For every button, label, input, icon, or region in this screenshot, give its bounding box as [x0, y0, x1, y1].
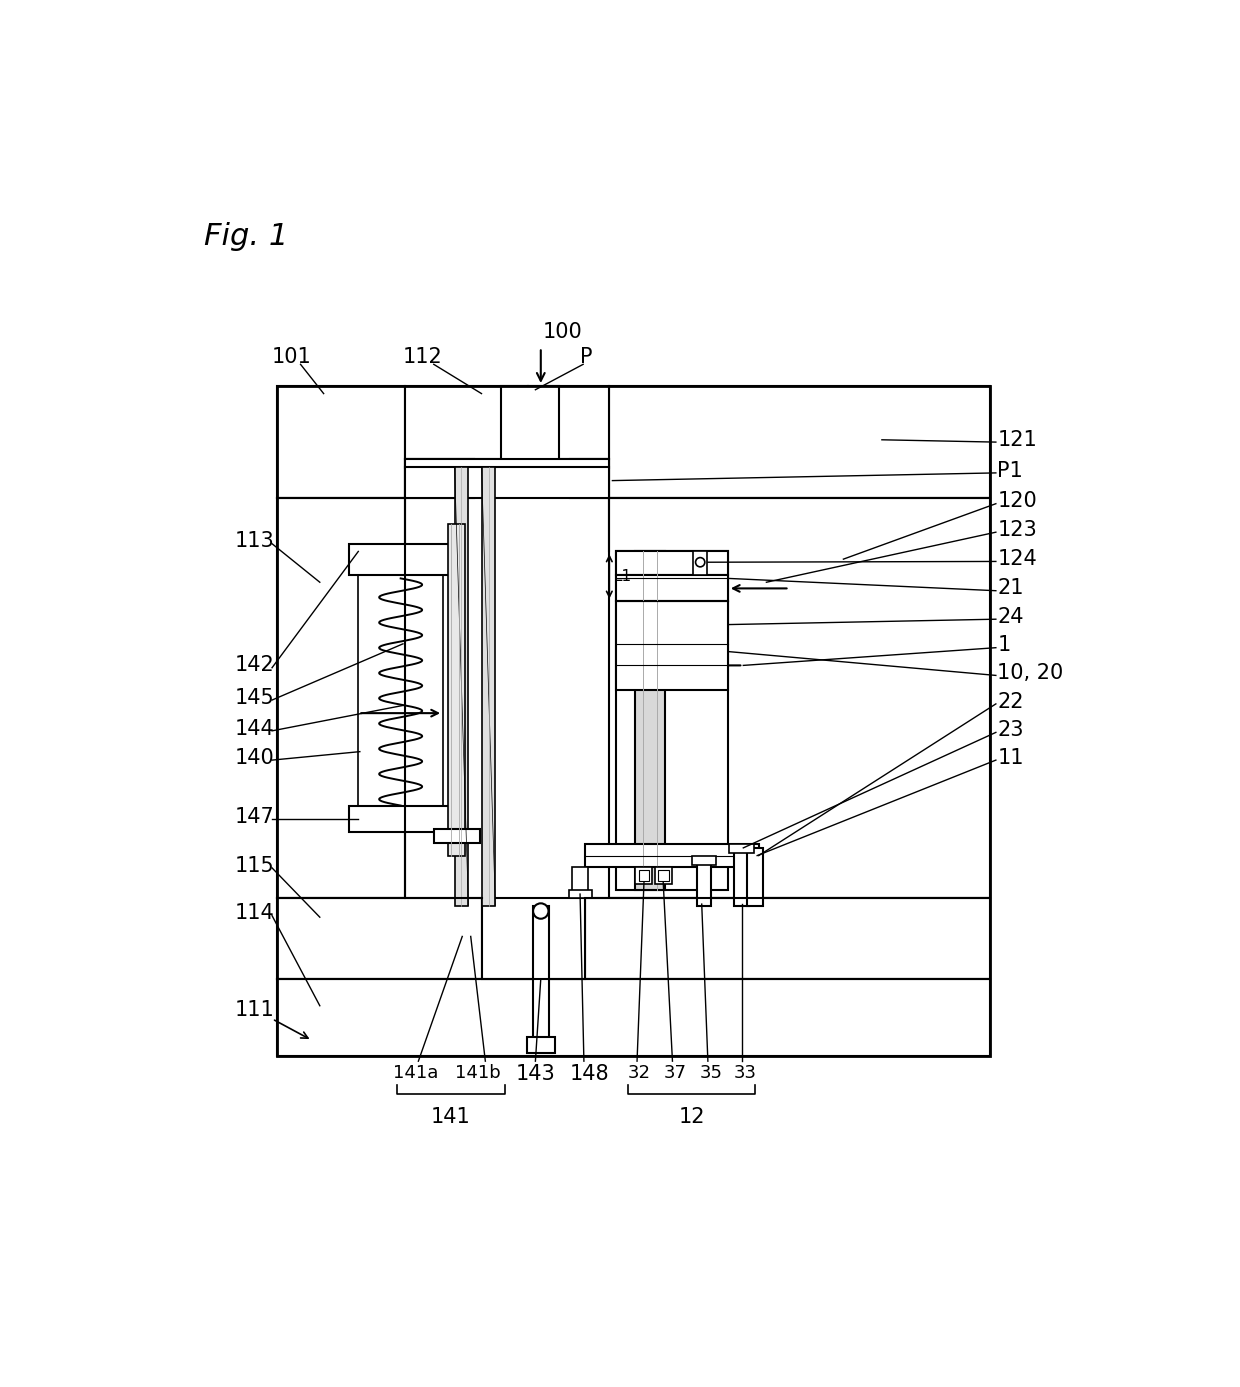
Bar	[481, 467, 495, 906]
Polygon shape	[570, 459, 609, 498]
Bar	[527, 1036, 556, 1054]
Text: 144: 144	[236, 718, 275, 738]
Bar	[693, 552, 707, 574]
Bar	[616, 552, 728, 890]
Bar	[616, 552, 728, 574]
Text: 143: 143	[516, 1064, 556, 1083]
Bar	[481, 897, 585, 979]
Text: P1: P1	[997, 460, 1023, 480]
Bar	[404, 467, 609, 498]
Polygon shape	[278, 498, 404, 897]
Text: 35: 35	[699, 1064, 723, 1082]
Text: 124: 124	[997, 549, 1037, 569]
Text: 113: 113	[236, 531, 275, 552]
Text: 10, 20: 10, 20	[997, 663, 1064, 684]
Bar	[616, 574, 728, 602]
Text: 23: 23	[997, 720, 1024, 741]
Bar	[434, 828, 480, 842]
Bar	[455, 467, 469, 906]
Bar	[568, 890, 591, 897]
Text: Fig. 1: Fig. 1	[205, 222, 289, 251]
Polygon shape	[404, 459, 474, 498]
Polygon shape	[278, 897, 481, 979]
Bar	[350, 544, 453, 574]
Polygon shape	[609, 386, 990, 498]
Text: 141a: 141a	[393, 1064, 439, 1082]
Text: 120: 120	[997, 491, 1037, 512]
Bar	[635, 552, 665, 890]
Text: 11: 11	[997, 748, 1024, 768]
Polygon shape	[404, 386, 528, 459]
Bar	[573, 867, 588, 895]
Text: 142: 142	[236, 656, 275, 675]
Text: 21: 21	[997, 578, 1024, 598]
Bar	[448, 524, 465, 856]
Polygon shape	[609, 498, 990, 897]
Polygon shape	[501, 386, 558, 467]
Text: 22: 22	[997, 692, 1024, 712]
Polygon shape	[585, 897, 990, 979]
Circle shape	[533, 903, 548, 918]
Text: 100: 100	[543, 322, 583, 343]
Bar	[692, 856, 715, 865]
Circle shape	[696, 558, 704, 567]
Text: 37: 37	[665, 1064, 687, 1082]
Bar	[734, 847, 749, 906]
Bar	[655, 867, 672, 884]
Bar	[404, 459, 609, 469]
Bar	[635, 867, 652, 884]
Text: L1: L1	[614, 569, 632, 584]
Text: 123: 123	[997, 520, 1037, 540]
Bar	[697, 860, 711, 906]
Bar	[639, 870, 650, 881]
Text: 141: 141	[430, 1107, 470, 1128]
Polygon shape	[278, 979, 990, 1056]
Bar	[585, 845, 759, 867]
Bar	[748, 847, 763, 906]
Bar	[358, 574, 443, 806]
Text: 101: 101	[272, 347, 311, 368]
Text: 148: 148	[569, 1064, 609, 1083]
Text: 140: 140	[236, 748, 275, 768]
Text: 33: 33	[733, 1064, 756, 1082]
Bar	[658, 870, 668, 881]
Bar	[616, 602, 728, 691]
Text: 147: 147	[236, 807, 275, 827]
Bar	[278, 386, 990, 1056]
Text: P: P	[580, 347, 593, 368]
Text: 145: 145	[236, 688, 275, 707]
Text: 141b: 141b	[455, 1064, 501, 1082]
Bar	[729, 845, 754, 853]
Text: 114: 114	[236, 903, 275, 924]
Text: 1: 1	[997, 635, 1011, 656]
Polygon shape	[278, 386, 404, 498]
Text: 32: 32	[627, 1064, 651, 1082]
Bar	[350, 806, 453, 832]
Bar	[533, 906, 549, 1040]
Text: 112: 112	[403, 347, 443, 368]
Text: 115: 115	[236, 856, 275, 875]
Text: 24: 24	[997, 608, 1024, 627]
Text: 111: 111	[236, 1000, 275, 1019]
Text: 121: 121	[997, 430, 1037, 449]
Text: 12: 12	[678, 1107, 706, 1128]
Polygon shape	[528, 386, 609, 459]
